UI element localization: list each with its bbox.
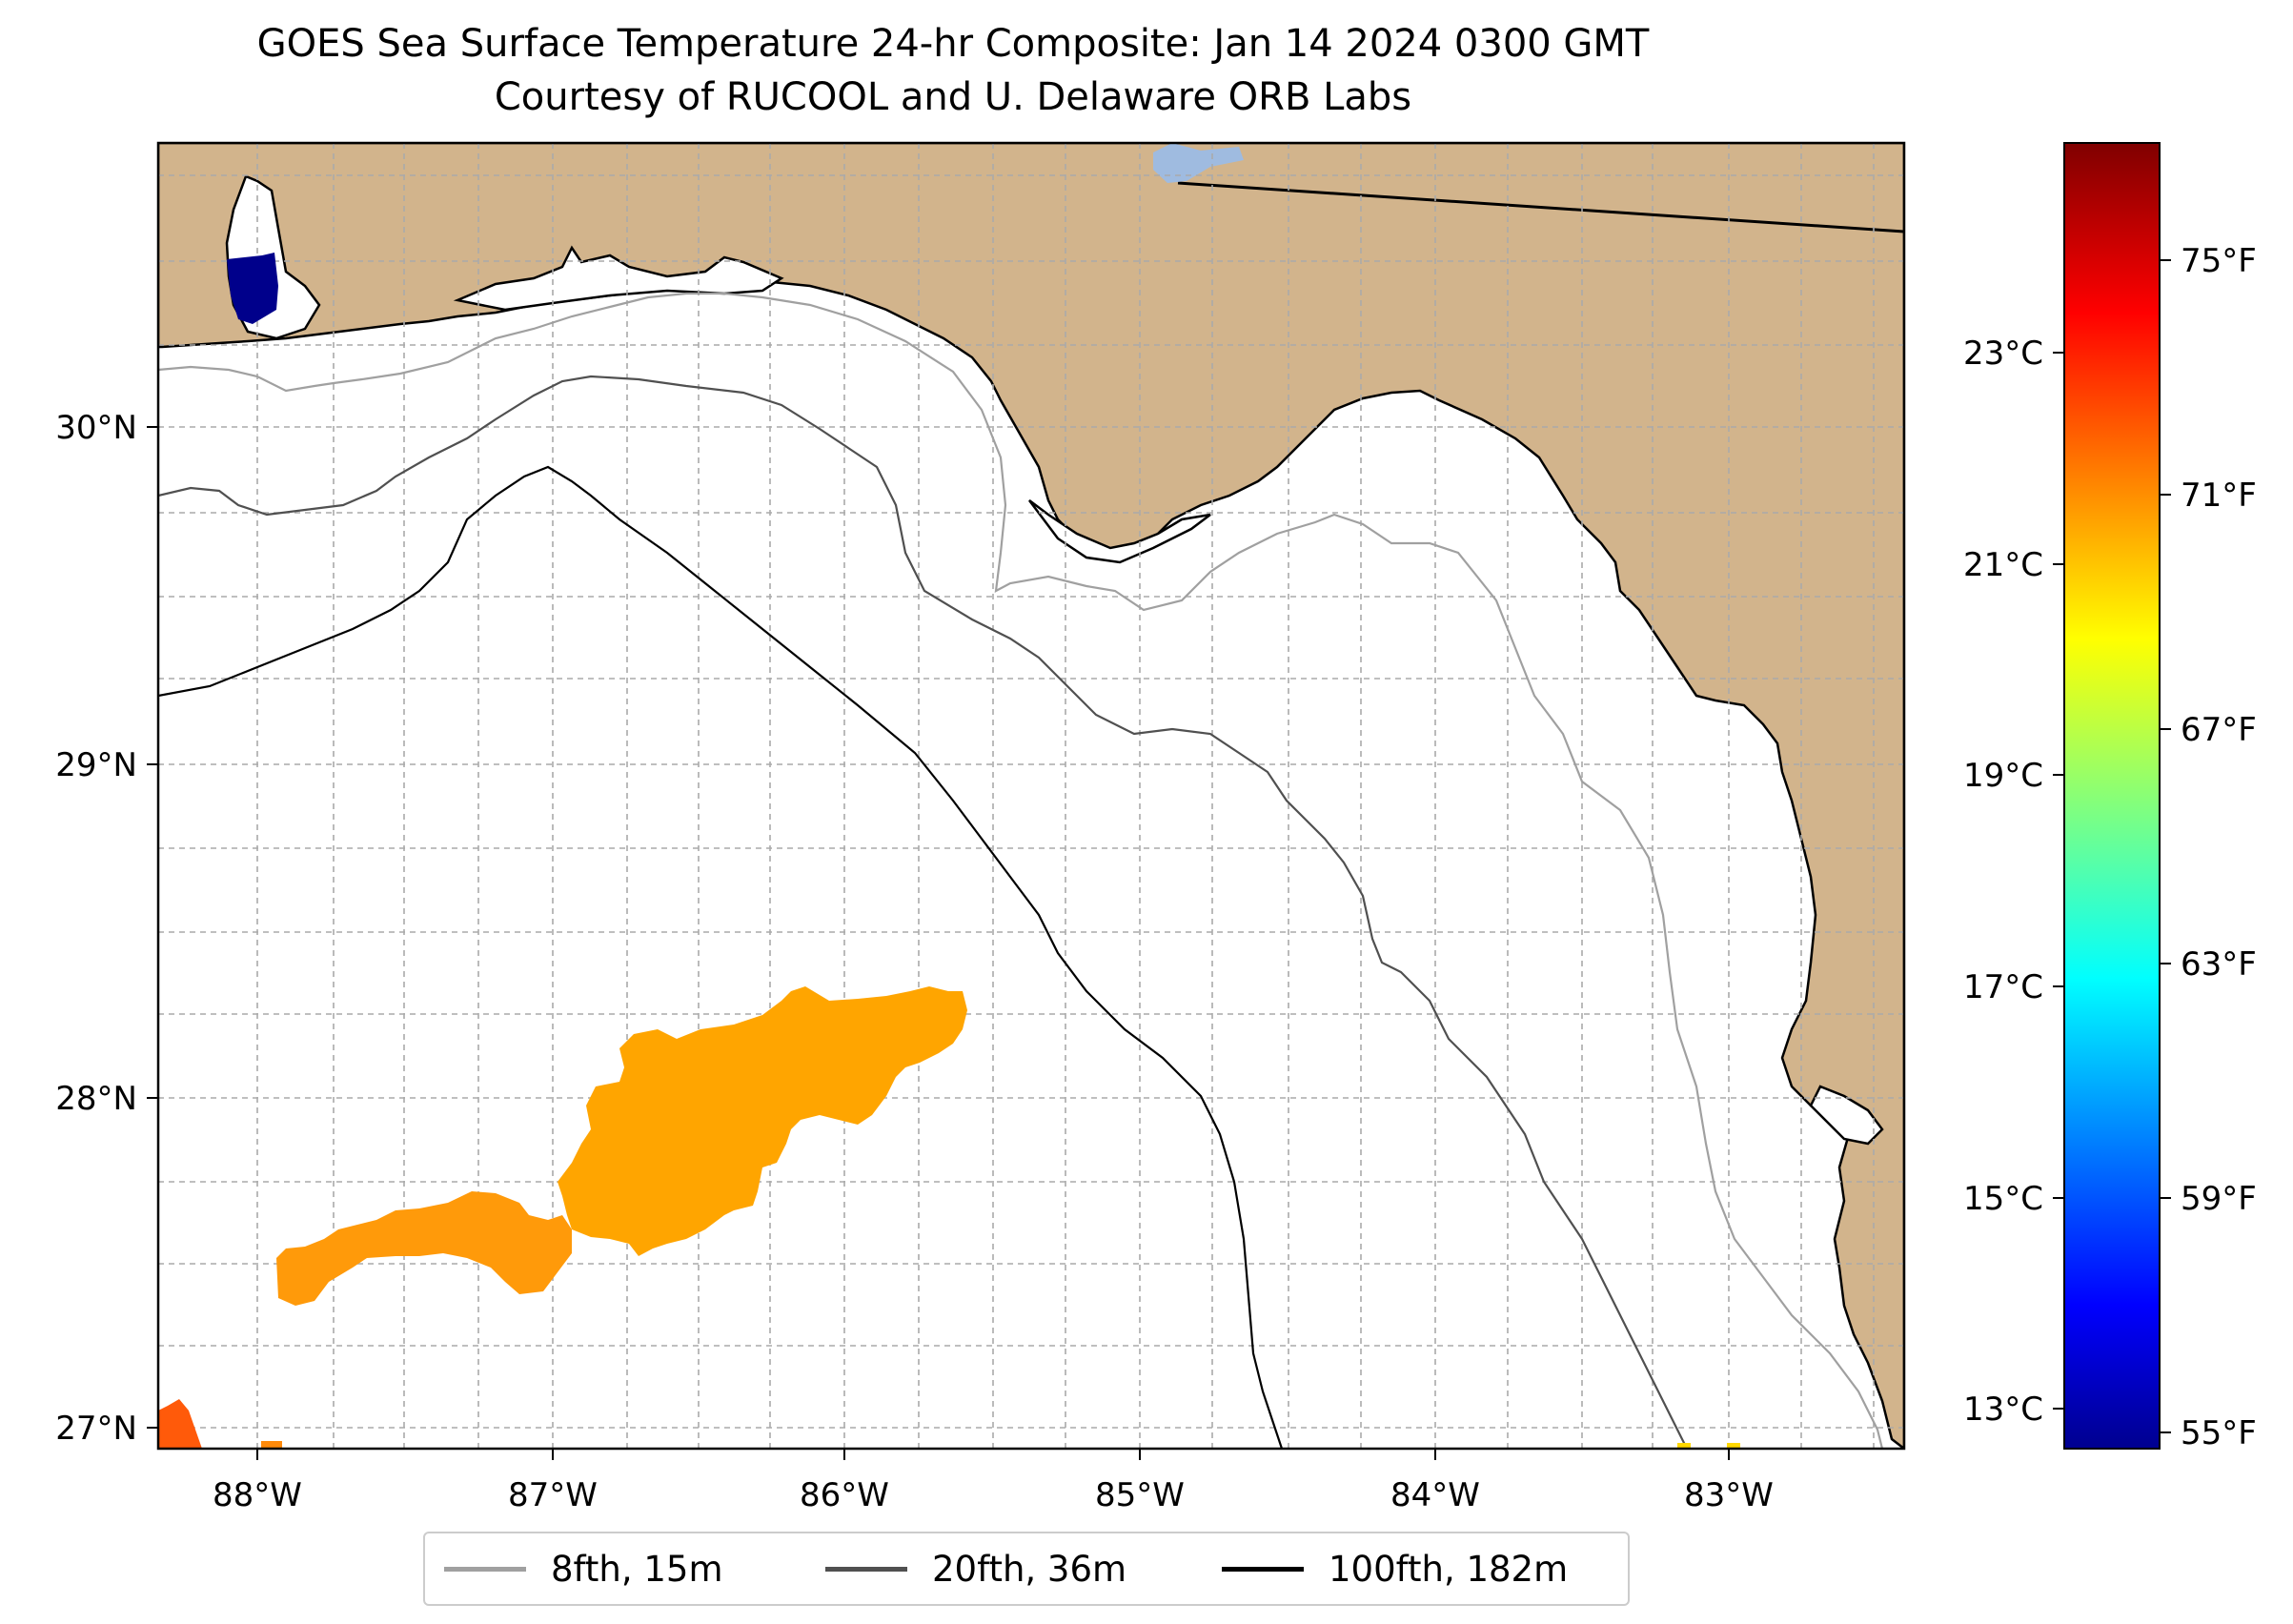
sst-cold-bay [227, 253, 278, 324]
colorbar-c-tick: 19°C [1963, 757, 2043, 795]
isobath-100fth [158, 465, 1284, 1449]
colorbar-f-tick: 59°F [2181, 1180, 2257, 1218]
isobath-legend: 8fth, 15m 20fth, 36m 100fth, 182m [423, 1532, 1630, 1606]
colorbar [2063, 142, 2161, 1450]
colorbar-c-tick: 23°C [1963, 335, 2043, 373]
colorbar-c-tick: 15°C [1963, 1180, 2043, 1218]
tampa-bay [1809, 1085, 1884, 1146]
chart-title: GOES Sea Surface Temperature 24-hr Compo… [256, 22, 1650, 66]
map-frame [156, 141, 1906, 1451]
apalachicola-coast [1028, 499, 1211, 564]
colorbar-c-tick: 13°C [1963, 1391, 2043, 1429]
lon-tick-88: 88°W [213, 1476, 302, 1514]
legend-label: 100fth, 182m [1329, 1548, 1569, 1590]
legend-label: 20fth, 36m [932, 1548, 1127, 1590]
lon-tick-84: 84°W [1390, 1476, 1480, 1514]
colorbar-f-tick: 71°F [2181, 477, 2257, 515]
isobath-20fth [158, 375, 1688, 1449]
lat-tick-27: 27°N [55, 1410, 137, 1448]
sst-small-dot [261, 1441, 282, 1449]
lon-tick-87: 87°W [508, 1476, 598, 1514]
lon-tick-86: 86°W [800, 1476, 889, 1514]
coastal-bays [453, 245, 784, 312]
colorbar-c-tick: 17°C [1963, 968, 2043, 1006]
state-border [1177, 181, 1904, 233]
gridlines [158, 143, 1904, 1449]
legend-swatch [1222, 1566, 1304, 1572]
lat-tick-30: 30°N [55, 409, 137, 447]
colorbar-ticks [2053, 259, 2171, 1433]
legend-label: 8fth, 15m [551, 1548, 723, 1590]
legend-item-8fth: 8fth, 15m [444, 1533, 723, 1604]
lat-tick-29: 29°N [55, 746, 137, 784]
chart-subtitle: Courtesy of RUCOOL and U. Delaware ORB L… [494, 75, 1412, 119]
colorbar-c-tick: 21°C [1963, 546, 2043, 584]
sst-warm-cluster [276, 986, 967, 1306]
isobath-8fth [158, 292, 1884, 1449]
colorbar-f-tick: 67°F [2181, 711, 2257, 749]
lat-tick-28: 28°N [55, 1080, 137, 1118]
lake-blue [1153, 143, 1244, 183]
colorbar-f-tick: 55°F [2181, 1414, 2257, 1452]
colorbar-f-tick: 75°F [2181, 242, 2257, 280]
lon-tick-83: 83°W [1684, 1476, 1774, 1514]
colorbar-f-tick: 63°F [2181, 945, 2257, 984]
lon-tick-85: 85°W [1095, 1476, 1185, 1514]
axis-ticks [147, 426, 1730, 1460]
legend-item-20fth: 20fth, 36m [825, 1533, 1126, 1604]
legend-swatch [825, 1566, 907, 1572]
legend-swatch [444, 1566, 526, 1572]
legend-item-100fth: 100fth, 182m [1222, 1533, 1568, 1604]
sst-corner-warm [158, 1399, 202, 1449]
